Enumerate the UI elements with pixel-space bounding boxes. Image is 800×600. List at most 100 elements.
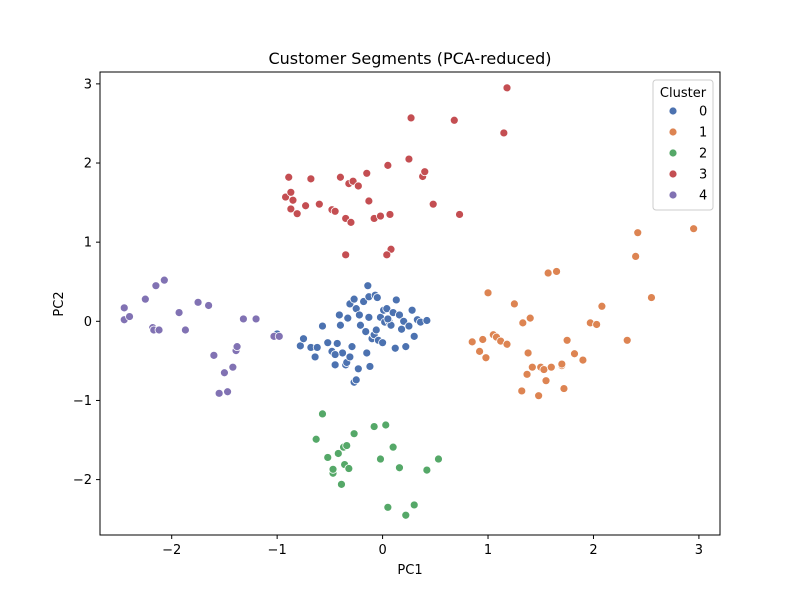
data-point [559,384,569,393]
data-point [363,281,373,291]
legend-label: 0 [699,105,707,120]
data-point [534,391,544,401]
data-point [622,335,632,345]
data-point [318,409,327,419]
data-point [525,313,535,323]
data-point [522,369,532,379]
series-cluster-4 [119,275,284,398]
data-point [330,350,340,359]
legend-box [652,79,714,211]
data-point [523,348,533,358]
data-point [481,353,491,363]
data-point [330,360,340,370]
data-point [292,209,302,219]
y-tick-label: 2 [84,157,92,172]
legend-item-cluster-0: 0 [668,105,707,120]
data-point [371,325,381,335]
y-tick-label: 1 [84,236,92,251]
data-point [342,441,352,450]
data-point [390,343,400,353]
legend-label: 1 [699,126,707,141]
data-point [151,281,161,291]
data-point [546,362,556,372]
data-point [349,294,359,304]
data-point [527,362,537,372]
data-point [343,313,353,323]
data-point [228,362,238,372]
data-point [318,321,327,331]
data-point [323,453,333,462]
x-tick-label: −2 [162,543,181,558]
data-point [376,211,385,221]
data-point [517,386,527,396]
y-tick-label: −2 [73,473,92,488]
data-point [509,299,519,309]
legend-marker [668,190,678,200]
data-point [422,316,432,325]
legend: Cluster 0 1 2 3 4 [652,79,714,211]
data-point [407,305,417,315]
data-point [578,355,588,365]
data-point [422,465,432,475]
data-point [223,387,232,397]
data-point [502,339,512,349]
data-point [334,310,344,320]
data-point [232,342,242,352]
data-point [354,310,364,320]
data-point [365,362,375,371]
data-point [557,359,567,369]
data-point [125,312,134,321]
data-point [209,350,219,360]
data-point [689,224,699,234]
y-axis-label: PC2 [52,291,67,316]
legend-item-cluster-4: 4 [668,189,707,204]
data-point [336,320,345,330]
data-point [409,500,419,510]
data-point [306,174,316,184]
data-point [119,303,129,313]
data-point [502,83,512,93]
data-point [349,429,359,439]
data-point [383,502,393,512]
data-point [401,510,411,520]
data-point [404,154,414,164]
data-point [346,217,356,227]
data-point [383,314,393,324]
data-point [310,352,320,362]
data-point [154,325,164,335]
data-point [351,375,361,385]
data-point [295,341,305,351]
data-point [633,228,643,238]
data-point [328,464,338,474]
data-point [647,293,656,302]
legend-title: Cluster [660,86,707,101]
data-point [337,479,346,489]
data-point [478,335,488,344]
data-point [344,464,354,473]
data-point [181,325,190,335]
data-point [364,196,374,206]
data-point [333,449,343,458]
data-point [220,368,229,378]
data-point [597,301,607,311]
data-point [323,338,333,348]
data-point [420,167,430,177]
legend-label: 2 [699,147,707,162]
legend-item-cluster-3: 3 [668,168,707,183]
x-axis-label: PC1 [397,563,422,578]
data-point [483,288,493,298]
data-point [369,422,379,431]
x-tick-label: 1 [484,543,492,558]
data-point [434,454,443,464]
legend-label: 3 [699,168,707,183]
legend-item-cluster-1: 1 [668,126,707,141]
legend-marker [668,169,678,179]
data-point [347,342,357,352]
data-point [364,312,374,322]
data-point [361,327,371,336]
y-tick-label: 0 [84,315,92,330]
data-point [193,297,203,307]
data-point [428,199,438,209]
data-point [330,206,340,216]
data-point [312,343,322,352]
